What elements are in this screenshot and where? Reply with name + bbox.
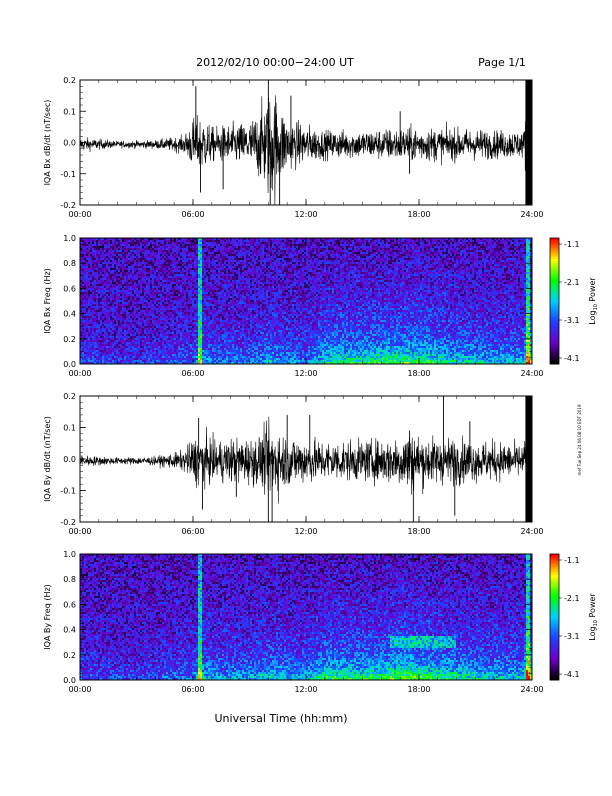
colorbar-tick-label: -4.1 [564, 354, 580, 363]
colorbar: -1.1 -2.1 -3.1 -4.1 Log10 Power [550, 238, 599, 365]
panel-3: -0.2 -0.1 0.0 0.1 0.2 00:00 06:00 12:00 18:00 24:… [43, 392, 544, 536]
x-tick-label: 12:00 [294, 685, 317, 694]
x-tick-label: 12:00 [294, 369, 317, 378]
panel-2: 0.0 0.2 0.4 0.6 0.8 1.0 00:00 06:00 12:00 18:00 24… [43, 234, 599, 378]
data-series-line [80, 95, 532, 209]
x-tick-label: 24:00 [520, 527, 543, 536]
y-tick-label: -0.2 [60, 201, 76, 210]
x-tick-label: 18:00 [407, 685, 430, 694]
panel-1: -0.2 -0.1 0.0 0.1 0.2 00:00 06:00 12:00 18:00 24:… [43, 76, 544, 219]
data-saturation-block [525, 396, 532, 522]
colorbar: -1.1 -2.1 -3.1 -4.1 Log10 Power [550, 554, 599, 681]
side-note: mef Tue Sep 24 06:08:10 EDT 2019 [577, 404, 582, 476]
y-tick-label: 0.1 [63, 424, 76, 433]
colorbar-tick-label: -2.1 [564, 278, 580, 287]
x-tick-label: 00:00 [68, 685, 91, 694]
data-series-line [80, 403, 532, 503]
colorbar-tick-label: -3.1 [564, 316, 580, 325]
panel-4: 0.0 0.2 0.4 0.6 0.8 1.0 00:00 06:00 12:00 18:00 24… [43, 550, 599, 694]
y-tick-label: 0.2 [63, 392, 76, 401]
colorbar-tick-label: -4.1 [564, 670, 580, 679]
x-tick-label: 18:00 [407, 210, 430, 219]
y-tick-label: 0.0 [63, 139, 76, 148]
x-tick-label: 24:00 [520, 369, 543, 378]
y-axis-label: IQA By Freq (Hz) [43, 584, 52, 650]
y-axis-label: IQA Bx Freq (Hz) [43, 268, 52, 334]
colorbar-label: Log10 Power [588, 593, 599, 641]
y-axis-label: IQA By dB/dt (nT/sec) [43, 416, 52, 502]
y-tick-label: -0.2 [60, 518, 76, 527]
data-saturation-block [525, 80, 532, 205]
y-tick-label: 0.1 [63, 107, 76, 116]
x-tick-label: 18:00 [407, 369, 430, 378]
y-tick-label: 0.2 [63, 335, 76, 344]
y-tick-label: 0.0 [63, 360, 76, 369]
colorbar-tick-label: -1.1 [564, 240, 580, 249]
panels: -0.2 -0.1 0.0 0.1 0.2 00:00 06:00 12:00 18:00 24:… [43, 76, 599, 694]
x-tick-label: 18:00 [407, 527, 430, 536]
colorbar-label: Log10 Power [588, 277, 599, 325]
x-tick-label: 12:00 [294, 527, 317, 536]
y-tick-label: 0.6 [63, 600, 76, 609]
y-tick-label: 0.6 [63, 284, 76, 293]
y-tick-label: 0.4 [63, 310, 76, 319]
colorbar-tick-label: -2.1 [564, 594, 580, 603]
y-tick-label: 1.0 [63, 550, 76, 559]
x-tick-label: 00:00 [68, 369, 91, 378]
page-title: 2012/02/10 00:00−24:00 UT [196, 56, 354, 69]
y-tick-label: 0.2 [63, 76, 76, 85]
y-tick-label: -0.1 [60, 487, 76, 496]
y-tick-label: 1.0 [63, 234, 76, 243]
y-tick-label: 0.8 [63, 259, 76, 268]
heatmap-cells [80, 554, 532, 680]
x-tick-label: 24:00 [520, 685, 543, 694]
page: 2012/02/10 00:00−24:00 UT Page 1/1 Unive… [0, 0, 612, 792]
x-axis-label: Universal Time (hh:mm) [215, 712, 348, 725]
x-tick-label: 00:00 [68, 527, 91, 536]
y-tick-label: 0.2 [63, 651, 76, 660]
y-tick-label: 0.8 [63, 575, 76, 584]
y-tick-label: 0.0 [63, 455, 76, 464]
y-tick-label: -0.1 [60, 170, 76, 179]
y-tick-label: 0.0 [63, 676, 76, 685]
colorbar-tick-label: -3.1 [564, 632, 580, 641]
x-tick-label: 06:00 [181, 210, 204, 219]
colorbar-tick-label: -1.1 [564, 556, 580, 565]
x-tick-label: 12:00 [294, 210, 317, 219]
x-tick-label: 24:00 [520, 210, 543, 219]
heatmap-cells [80, 238, 532, 364]
x-tick-label: 06:00 [181, 369, 204, 378]
x-tick-label: 00:00 [68, 210, 91, 219]
x-tick-label: 06:00 [181, 685, 204, 694]
page-number: Page 1/1 [478, 56, 526, 69]
y-tick-label: 0.4 [63, 626, 76, 635]
figure: 2012/02/10 00:00−24:00 UT Page 1/1 Unive… [0, 0, 612, 792]
y-axis-label: IQA Bx dB/dt (nT/sec) [43, 100, 52, 186]
x-tick-label: 06:00 [181, 527, 204, 536]
